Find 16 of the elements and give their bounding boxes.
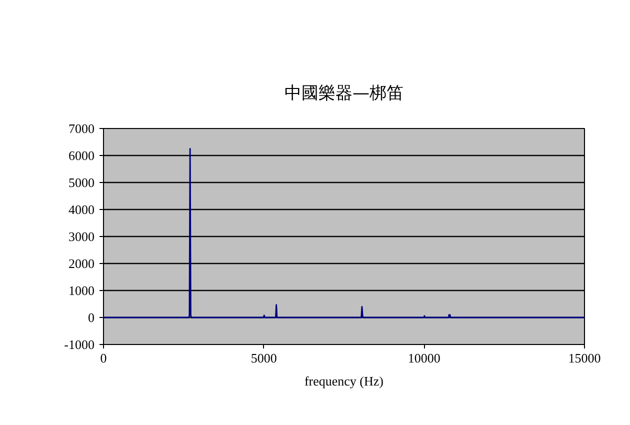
y-tick-label: 1000 (68, 283, 94, 298)
y-tick-label: 4000 (68, 202, 94, 217)
chart-title: 中國樂器—梆笛 (284, 84, 404, 104)
y-tick-label: 3000 (68, 229, 94, 244)
y-tick-label: 2000 (68, 256, 94, 271)
x-tick-label: 0 (100, 350, 107, 366)
x-tick-label: 15000 (568, 350, 601, 366)
line-series (104, 148, 584, 318)
y-tick-label: -1000 (64, 337, 95, 352)
x-axis-title: frequency (Hz) (304, 374, 384, 388)
y-tick-label: 0 (88, 310, 94, 325)
x-tick-label: 5000 (250, 350, 277, 366)
y-tick-label: 5000 (68, 175, 94, 190)
y-tick-label: 7000 (68, 121, 94, 136)
y-tick-label: 6000 (68, 148, 94, 163)
x-tick-label: 10000 (408, 350, 440, 366)
